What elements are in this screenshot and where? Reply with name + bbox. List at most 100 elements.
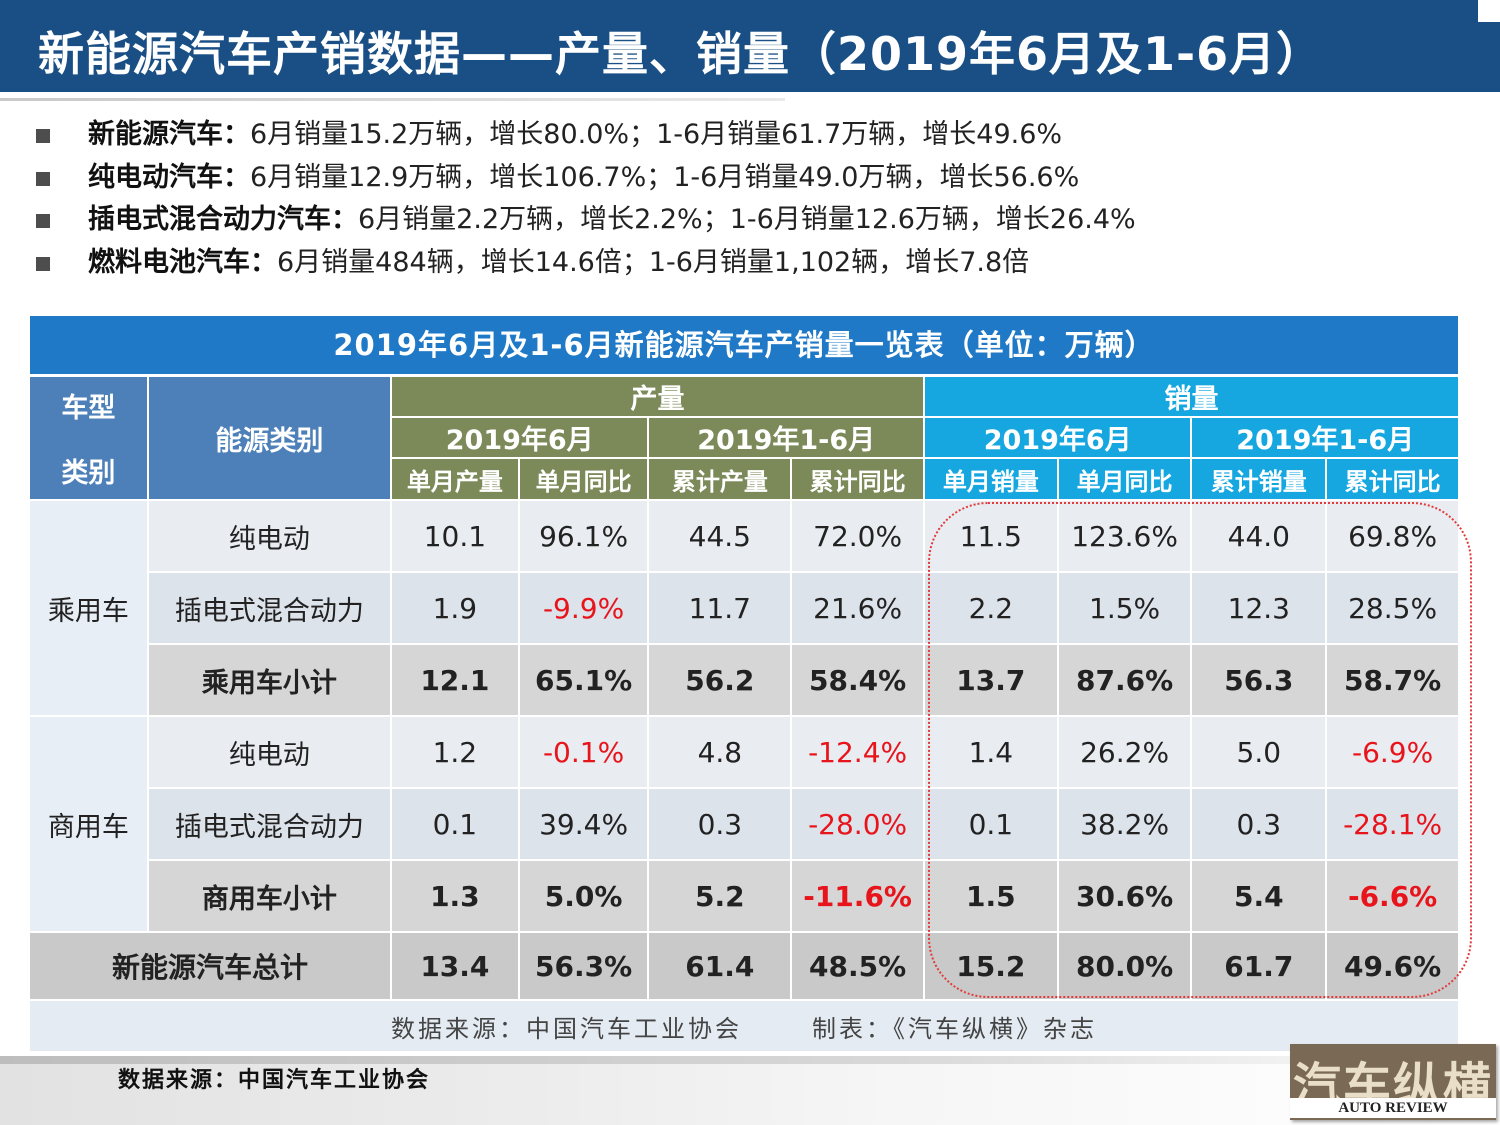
subtotal-label: 商用车小计	[148, 859, 391, 931]
bullet-label: 纯电动汽车：	[88, 161, 250, 193]
square-bullet-icon	[36, 129, 50, 143]
value-cell: 69.8%	[1327, 499, 1458, 571]
energy-type-cell: 插电式混合动力	[148, 787, 391, 859]
value-cell: 80.0%	[1058, 931, 1191, 999]
page-title: 新能源汽车产销数据——产量、销量（2019年6月及1-6月）	[38, 27, 1324, 81]
value-cell: 1.5	[924, 859, 1057, 931]
table-row: 插电式混合动力 0.1 39.4% 0.3 -28.0% 0.1 38.2% 0…	[30, 787, 1458, 859]
header-divider	[0, 98, 785, 101]
value-cell: 26.2%	[1058, 715, 1191, 787]
header-sales-cum-yoy: 累计同比	[1327, 457, 1458, 499]
category-cell: 乘用车	[30, 499, 147, 715]
category-cell: 商用车	[30, 715, 147, 931]
energy-type-cell: 纯电动	[148, 715, 391, 787]
value-cell: 5.0%	[519, 859, 648, 931]
auto-review-logo: 汽车纵横 AUTO REVIEW	[1290, 1044, 1496, 1120]
header-prod-h1: 2019年1-6月	[649, 416, 923, 457]
header-prod-cum-yoy: 累计同比	[792, 457, 923, 499]
value-cell: -6.9%	[1327, 715, 1458, 787]
table-maker-note: 制表：《汽车纵横》杂志	[812, 1014, 1097, 1043]
value-cell: 48.5%	[792, 931, 923, 999]
bullet-label: 新能源汽车：	[88, 119, 250, 150]
header-sales-june: 2019年6月	[924, 416, 1191, 457]
data-table: 车型 类别 能源类别 产量 销量 2019年6月 2019年1-6月 2019年…	[28, 377, 1460, 1051]
header-prod-month: 单月产量	[392, 457, 518, 499]
value-cell: 15.2	[924, 931, 1057, 999]
value-cell: 10.1	[392, 499, 518, 571]
value-cell: 58.4%	[792, 643, 923, 715]
header-vehicle-type: 车型 类别	[30, 377, 147, 499]
header-corner	[1478, 0, 1500, 22]
square-bullet-icon	[36, 214, 50, 228]
header-sales-cum: 累计销量	[1192, 457, 1326, 499]
value-cell: 1.3	[392, 859, 518, 931]
value-cell: 21.6%	[792, 571, 923, 643]
value-cell: 11.7	[649, 571, 791, 643]
value-cell: 5.2	[649, 859, 791, 931]
header-energy-type: 能源类别	[148, 377, 391, 499]
value-cell: 56.3%	[519, 931, 648, 999]
value-cell: 72.0%	[792, 499, 923, 571]
square-bullet-icon	[36, 171, 50, 186]
table-note-row: 数据来源：中国汽车工业协会 制表：《汽车纵横》杂志	[30, 999, 1458, 1051]
value-cell: 65.1%	[519, 643, 648, 715]
footer-band	[0, 1056, 1500, 1125]
value-cell: 58.7%	[1327, 643, 1458, 715]
header-sales: 销量	[924, 377, 1458, 416]
value-cell: 0.1	[924, 787, 1057, 859]
table-row: 乘用车 纯电动 10.1 96.1% 44.5 72.0% 11.5 123.6…	[30, 499, 1458, 715]
value-cell: 1.2	[392, 715, 518, 787]
value-cell: 2.2	[924, 571, 1057, 643]
table-row: 插电式混合动力 1.9 -9.9% 11.7 21.6% 2.2 1.5% 12…	[30, 571, 1458, 643]
value-cell: 61.7	[1192, 931, 1326, 999]
header-production: 产量	[392, 377, 923, 416]
value-cell: 44.0	[1192, 499, 1326, 571]
value-cell: 61.4	[649, 931, 791, 999]
header-sales-h1: 2019年1-6月	[1192, 416, 1458, 457]
value-cell: 1.4	[924, 715, 1057, 787]
square-bullet-icon	[36, 256, 50, 271]
value-cell: 12.3	[1192, 571, 1326, 643]
value-cell: 11.5	[924, 499, 1057, 571]
value-cell: 13.4	[392, 931, 518, 999]
header-sales-month-yoy: 单月同比	[1058, 457, 1191, 499]
total-row: 新能源汽车总计 13.4 56.3% 61.4 48.5% 15.2 80.0%…	[30, 931, 1458, 999]
bullet-value: 6月销量484辆，增长14.6倍；1-6月销量1,102辆，增长7.8倍	[277, 246, 1030, 278]
value-cell: 12.1	[392, 643, 518, 715]
header-prod-cum: 累计产量	[649, 457, 791, 499]
value-cell: 56.3	[1192, 643, 1326, 715]
value-cell: 30.6%	[1058, 859, 1191, 931]
subtotal-label: 乘用车小计	[148, 643, 391, 715]
bullet-value: 6月销量15.2万辆，增长80.0%；1-6月销量61.7万辆，增长49.6%	[250, 119, 1063, 150]
total-label: 新能源汽车总计	[30, 931, 391, 999]
subtotal-row: 乘用车小计 12.1 65.1% 56.2 58.4% 13.7 87.6% 5…	[30, 643, 1458, 715]
table-title: 2019年6月及1-6月新能源汽车产销量一览表（单位：万辆）	[30, 316, 1458, 374]
value-cell: 0.3	[649, 787, 791, 859]
header-bar: 新能源汽车产销数据——产量、销量（2019年6月及1-6月）	[0, 0, 1500, 92]
energy-type-cell: 纯电动	[148, 499, 391, 571]
header-sales-month: 单月销量	[924, 457, 1057, 499]
value-cell: -0.1%	[519, 715, 648, 787]
bullet-label: 燃料电池汽车：	[88, 246, 277, 278]
value-cell: 5.4	[1192, 859, 1326, 931]
value-cell: 49.6%	[1327, 931, 1458, 999]
value-cell: -11.6%	[792, 859, 923, 931]
table-row: 商用车 纯电动 1.2 -0.1% 4.8 -12.4% 1.4 26.2% 5…	[30, 715, 1458, 931]
value-cell: 123.6%	[1058, 499, 1191, 571]
bullet-value: 6月销量12.9万辆，增长106.7%；1-6月销量49.0万辆，增长56.6%	[250, 161, 1080, 193]
value-cell: 96.1%	[519, 499, 648, 571]
header-prod-month-yoy: 单月同比	[519, 457, 648, 499]
value-cell: 28.5%	[1327, 571, 1458, 643]
value-cell: 5.0	[1192, 715, 1326, 787]
value-cell: -12.4%	[792, 715, 923, 787]
value-cell: 0.3	[1192, 787, 1326, 859]
logo-english-text: AUTO REVIEW	[1290, 1098, 1496, 1118]
footer-source: 数据来源：中国汽车工业协会	[118, 1068, 431, 1093]
value-cell: 38.2%	[1058, 787, 1191, 859]
energy-type-cell: 插电式混合动力	[148, 571, 391, 643]
value-cell: -28.0%	[792, 787, 923, 859]
value-cell: 87.6%	[1058, 643, 1191, 715]
data-table-container: 2019年6月及1-6月新能源汽车产销量一览表（单位：万辆） 车型 类别 能源类…	[30, 316, 1458, 1051]
value-cell: 1.9	[392, 571, 518, 643]
table-source-note: 数据来源：中国汽车工业协会	[391, 1014, 742, 1043]
